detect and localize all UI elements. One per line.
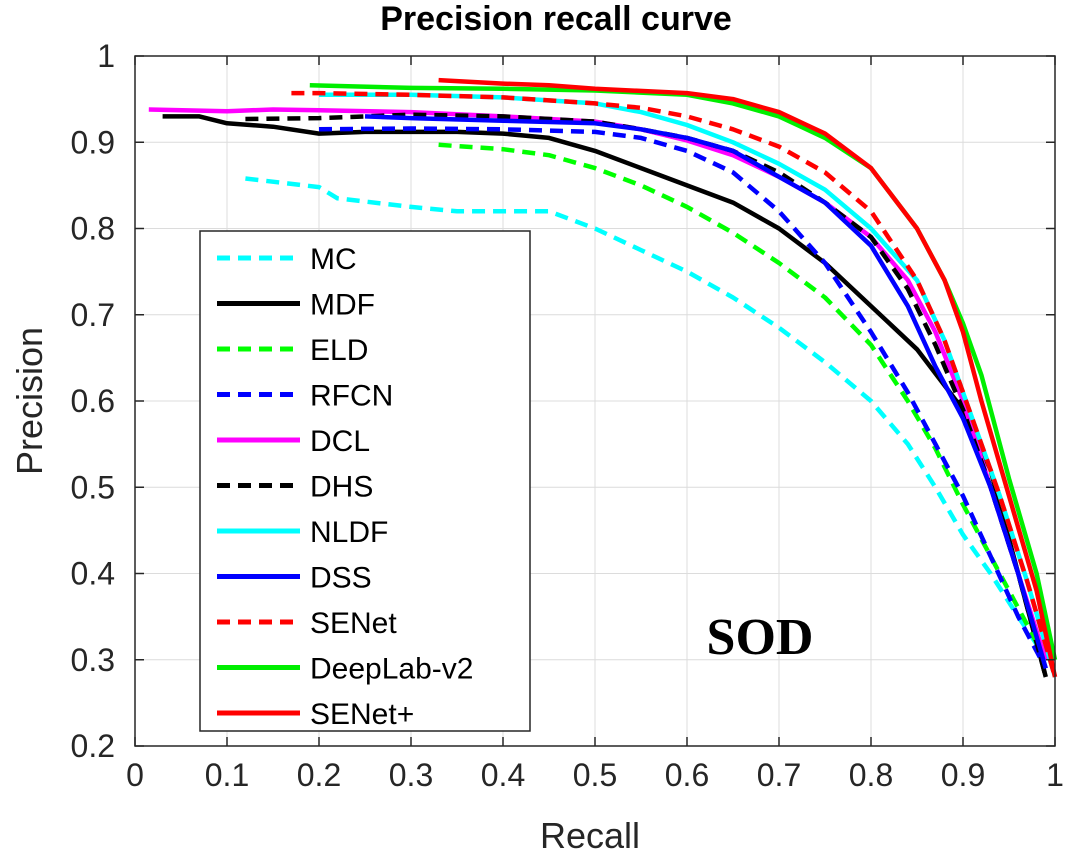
x-tick-label: 0.2: [297, 757, 341, 793]
legend-label: SENet: [310, 607, 397, 640]
series-group: [148, 77, 1058, 678]
x-tick-label: 0.9: [941, 757, 985, 793]
y-tick-label: 0.5: [71, 469, 115, 505]
dataset-annotation: SOD: [707, 609, 814, 666]
legend-label: ELD: [310, 334, 368, 367]
y-tick-label: 0.7: [71, 297, 115, 333]
legend-label: RFCN: [310, 380, 393, 413]
x-tick-label: 0.5: [573, 757, 617, 793]
y-tick-label: 0.3: [71, 642, 115, 678]
y-tick-label: 0.4: [71, 556, 115, 592]
x-tick-label: 0.7: [757, 757, 801, 793]
x-tick-label: 0.8: [849, 757, 893, 793]
chart-title: Precision recall curve: [380, 0, 732, 38]
x-tick-label: 0.6: [665, 757, 709, 793]
series-line-senet: [291, 90, 1058, 678]
x-tick-label: 0.3: [389, 757, 433, 793]
x-axis-label: Recall: [540, 815, 640, 856]
x-tick-label: 0.4: [481, 757, 525, 793]
y-tick-label: 0.9: [71, 124, 115, 160]
axis-ticks: 0 0.1 0.2 0.3 0.4 0.5 0.6 0.7 0.8 0.9 1 0.2 0.3 0.4 0.…: [71, 38, 1064, 793]
series-line-mc: [245, 176, 1044, 653]
x-tick-label: 0: [126, 757, 144, 793]
legend-label: SENet+: [310, 698, 414, 731]
legend-label: DeepLab-v2: [310, 653, 473, 686]
series-line-senet: [438, 77, 1058, 678]
legend-label: MDF: [310, 289, 375, 322]
legend-label: DCL: [310, 425, 370, 458]
series-line-rfcn: [318, 126, 1044, 661]
series-line-dss: [364, 114, 1048, 670]
y-tick-label: 0.6: [71, 383, 115, 419]
legend-label: NLDF: [310, 516, 388, 549]
y-tick-label: 0.2: [71, 728, 115, 764]
series-line-eld: [438, 142, 1048, 661]
y-tick-label: 0.8: [71, 211, 115, 247]
legend: MC MDF ELD RFCN DCL DHS NLDF DSS SENet DeepLab-v2…: [199, 230, 531, 732]
x-tick-label: 0.1: [205, 757, 249, 793]
legend-label: MC: [310, 243, 357, 276]
x-tick-label: 1: [1046, 757, 1064, 793]
y-tick-label: 1: [97, 38, 115, 74]
y-axis-label: Precision: [9, 327, 50, 475]
legend-box: [199, 230, 531, 732]
series-line-dcl: [148, 107, 1048, 661]
legend-label: DHS: [310, 471, 373, 504]
legend-label: DSS: [310, 562, 372, 595]
